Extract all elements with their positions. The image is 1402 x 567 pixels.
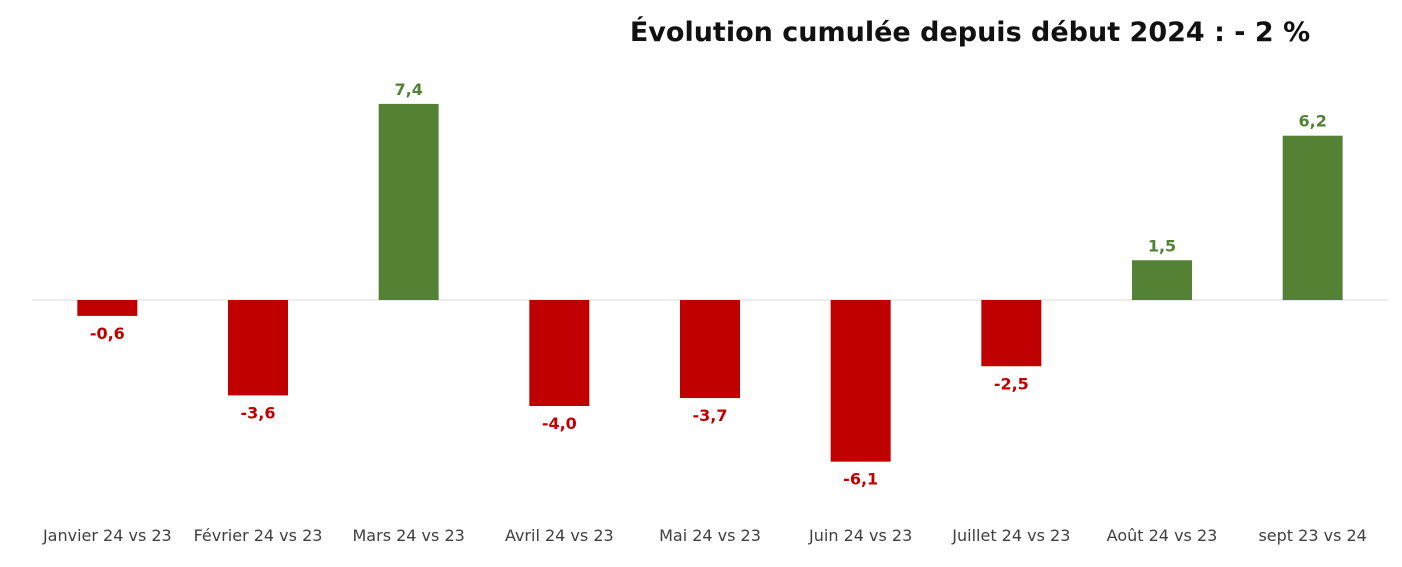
category-label: Juin 24 vs 23 — [808, 526, 912, 545]
bar — [228, 300, 288, 396]
data-label: 1,5 — [1148, 236, 1176, 255]
category-label: Janvier 24 vs 23 — [42, 526, 172, 545]
category-label: sept 23 vs 24 — [1258, 526, 1366, 545]
category-label: Mai 24 vs 23 — [659, 526, 761, 545]
bar — [529, 300, 590, 406]
category-label: Mars 24 vs 23 — [353, 526, 465, 545]
category-label: Juillet 24 vs 23 — [951, 526, 1070, 545]
bar — [680, 300, 740, 399]
bar — [378, 103, 439, 301]
category-label: Avril 24 vs 23 — [505, 526, 614, 545]
category-label: Août 24 vs 23 — [1107, 526, 1218, 545]
data-label: -3,7 — [693, 406, 728, 425]
category-label: Février 24 vs 23 — [194, 526, 323, 545]
bar — [77, 300, 138, 316]
bars-group — [77, 103, 1343, 462]
value-labels-group: -0,6 -3,6 7,4 -4,0 -3,7 -6,1 -2,5 1,5 6,2 — [90, 80, 1327, 489]
bar — [981, 300, 1042, 367]
data-label: -2,5 — [994, 374, 1029, 393]
bar — [1132, 260, 1192, 300]
category-labels-group: Janvier 24 vs 23 Février 24 vs 23 Mars 24 … — [42, 526, 1367, 545]
data-label: 7,4 — [394, 80, 422, 99]
data-label: -3,6 — [241, 403, 276, 422]
bar — [830, 300, 891, 462]
data-label: -6,1 — [843, 470, 878, 489]
data-label: 6,2 — [1298, 112, 1326, 131]
bar — [1282, 135, 1343, 300]
data-label: -4,0 — [542, 414, 577, 433]
data-label: -0,6 — [90, 324, 125, 343]
chart-title: Évolution cumulée depuis début 2024 : - … — [630, 16, 1310, 48]
